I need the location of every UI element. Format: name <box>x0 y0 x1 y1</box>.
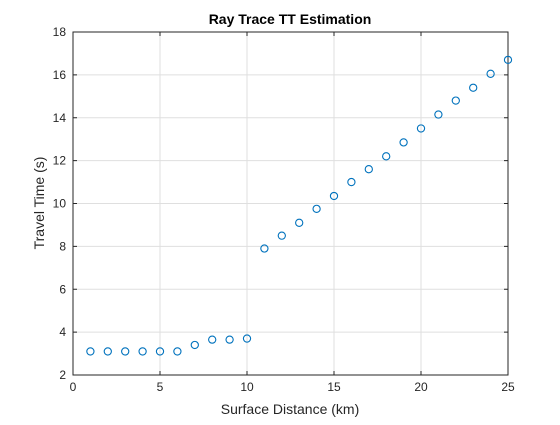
axis-ticks: 0 5 10 15 20 25 2 4 6 8 10 12 14 16 18 <box>53 25 515 394</box>
y-tick-label: 8 <box>59 239 66 253</box>
data-point <box>173 347 182 356</box>
data-point <box>399 138 408 147</box>
data-point <box>416 124 426 133</box>
data-point <box>277 231 286 240</box>
y-tick-label: 10 <box>53 197 67 211</box>
data-point <box>382 152 391 161</box>
data-point <box>451 96 460 105</box>
y-tick-label: 12 <box>53 154 67 168</box>
data-point <box>295 218 304 227</box>
data-point <box>138 347 147 356</box>
data-point <box>329 191 339 201</box>
data-point <box>434 110 443 119</box>
chart-title: Ray Trace TT Estimation <box>209 11 372 27</box>
y-tick-label: 4 <box>59 325 66 339</box>
x-axis-label: Surface Distance (km) <box>221 401 359 417</box>
data-point <box>103 347 112 356</box>
x-tick-label: 10 <box>240 380 254 394</box>
y-tick-label: 16 <box>53 68 67 82</box>
data-point <box>347 177 356 187</box>
data-point <box>469 83 478 92</box>
x-tick-label: 25 <box>501 380 515 394</box>
data-points <box>86 55 513 356</box>
grid-lines <box>73 32 508 375</box>
data-point <box>503 55 513 65</box>
y-tick-label: 18 <box>53 25 67 39</box>
x-tick-label: 0 <box>70 380 77 394</box>
data-point <box>190 340 199 350</box>
data-point <box>208 335 217 344</box>
y-tick-label: 6 <box>59 282 66 296</box>
data-point <box>312 204 321 214</box>
y-tick-label: 14 <box>53 111 67 125</box>
data-point <box>86 347 95 356</box>
y-tick-label: 2 <box>59 368 66 382</box>
data-point <box>155 347 165 356</box>
data-point <box>260 244 269 253</box>
x-tick-label: 15 <box>327 380 341 394</box>
x-tick-label: 5 <box>157 380 164 394</box>
data-point <box>121 347 130 356</box>
data-point <box>242 334 252 343</box>
x-tick-label: 20 <box>414 380 428 394</box>
data-point <box>225 335 234 344</box>
data-point <box>486 69 495 78</box>
data-point <box>364 165 373 174</box>
y-axis-label: Travel Time (s) <box>31 157 47 250</box>
